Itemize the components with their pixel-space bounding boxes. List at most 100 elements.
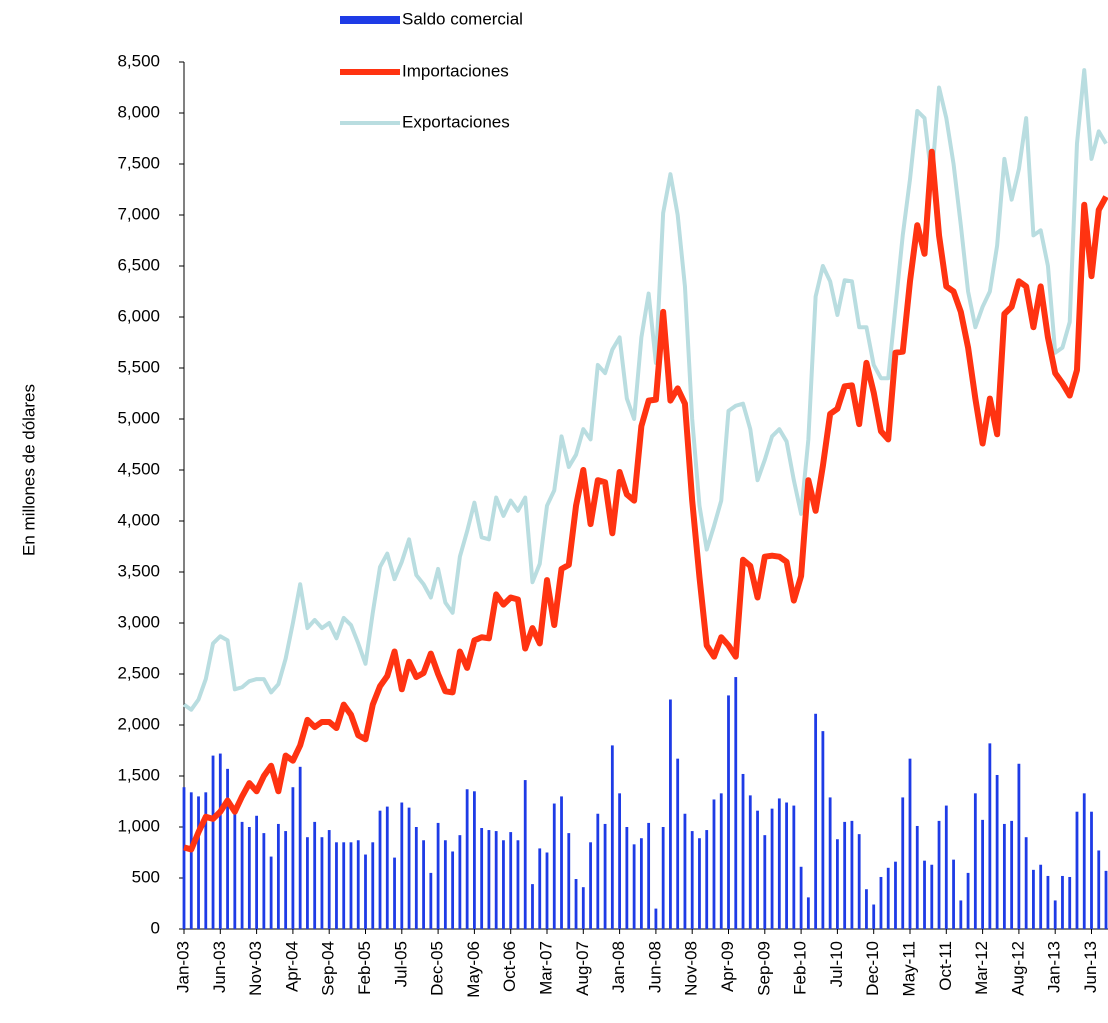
bar — [1039, 864, 1043, 929]
bar — [494, 831, 498, 929]
y-tick-label: 0 — [151, 918, 160, 937]
bar — [1017, 763, 1021, 929]
bar — [458, 835, 462, 929]
x-tick-label: Oct-11 — [936, 941, 955, 991]
bar — [1082, 793, 1086, 929]
x-tick-label: Apr-04 — [282, 941, 301, 992]
bar — [211, 755, 215, 929]
legend-label: Exportaciones — [402, 112, 510, 131]
bar — [189, 792, 193, 929]
bar — [596, 813, 600, 929]
bar — [502, 840, 505, 929]
bar — [567, 833, 571, 929]
bar — [531, 884, 534, 929]
bar — [320, 837, 324, 929]
x-tick-label: Mar-07 — [536, 941, 555, 995]
y-tick-label: 4,000 — [117, 510, 160, 529]
bar — [806, 897, 810, 929]
bar — [1024, 837, 1028, 929]
bar — [349, 842, 353, 929]
bar — [422, 840, 425, 929]
bar — [255, 815, 258, 929]
y-tick-label: 8,500 — [117, 51, 160, 70]
bar — [719, 793, 723, 929]
bar — [1046, 875, 1050, 929]
bar — [879, 876, 883, 929]
bar — [705, 830, 709, 929]
y-tick-label: 7,000 — [117, 204, 160, 223]
bar — [298, 766, 302, 929]
bar — [828, 797, 832, 929]
bar — [683, 813, 687, 929]
bar — [1097, 850, 1101, 929]
x-tick-label: Dec-10 — [863, 941, 882, 996]
legend-label: Importaciones — [402, 61, 509, 80]
bar — [371, 842, 375, 929]
bar — [981, 819, 984, 929]
bar — [378, 810, 382, 929]
bar — [436, 822, 440, 929]
x-tick-label: May-06 — [464, 941, 483, 998]
bar — [814, 713, 818, 929]
bar — [465, 789, 469, 929]
y-tick-label: 3,000 — [117, 612, 160, 631]
bar — [698, 838, 701, 929]
bar — [400, 802, 404, 929]
bar — [473, 791, 476, 929]
bar — [451, 851, 455, 929]
x-tick-label: Nov-08 — [682, 941, 701, 996]
bar — [894, 861, 897, 929]
bar — [712, 799, 716, 929]
bar — [966, 872, 970, 929]
bar — [393, 857, 396, 929]
bar — [560, 796, 563, 929]
y-tick-label: 5,000 — [117, 408, 160, 427]
bar — [306, 837, 309, 929]
x-tick-label: Aug-12 — [1008, 941, 1027, 996]
bar — [850, 820, 854, 929]
bar — [516, 840, 520, 929]
bar — [1010, 820, 1014, 929]
bar — [276, 823, 280, 929]
bar — [226, 768, 229, 929]
bar — [523, 780, 527, 929]
y-axis-title: En millones de dólares — [19, 384, 38, 556]
x-tick-label: Jun-13 — [1081, 941, 1100, 993]
bar — [603, 823, 607, 929]
y-tick-label: 500 — [132, 867, 160, 886]
bar — [865, 889, 868, 929]
x-tick-label: Sep-04 — [319, 941, 338, 996]
bar — [959, 900, 963, 929]
bar — [908, 758, 912, 929]
bar — [661, 827, 665, 929]
y-tick-label: 4,500 — [117, 459, 160, 478]
x-tick-label: Sep-09 — [754, 941, 773, 996]
bar — [509, 832, 513, 929]
bar — [632, 844, 636, 929]
x-tick-label: Jul-10 — [827, 941, 846, 987]
y-tick-label: 7,500 — [117, 153, 160, 172]
bar — [182, 787, 186, 929]
bar — [639, 838, 643, 929]
bar — [690, 831, 694, 929]
bar — [748, 795, 752, 929]
x-tick-label: Feb-10 — [791, 941, 810, 995]
bar — [480, 828, 484, 929]
bar — [313, 821, 317, 929]
bar — [233, 806, 237, 929]
legend-swatch — [340, 16, 400, 24]
bar — [886, 867, 890, 929]
bar — [538, 848, 542, 929]
x-tick-label: Jul-05 — [391, 941, 410, 987]
bar — [821, 731, 825, 929]
bar — [995, 774, 999, 929]
line — [183, 148, 1108, 853]
bar — [654, 908, 658, 929]
bar — [1090, 811, 1093, 929]
bar — [734, 677, 738, 929]
bar — [763, 835, 767, 929]
x-tick-label: Jun-08 — [645, 941, 664, 993]
bar — [589, 842, 592, 929]
y-tick-label: 6,500 — [117, 255, 160, 274]
